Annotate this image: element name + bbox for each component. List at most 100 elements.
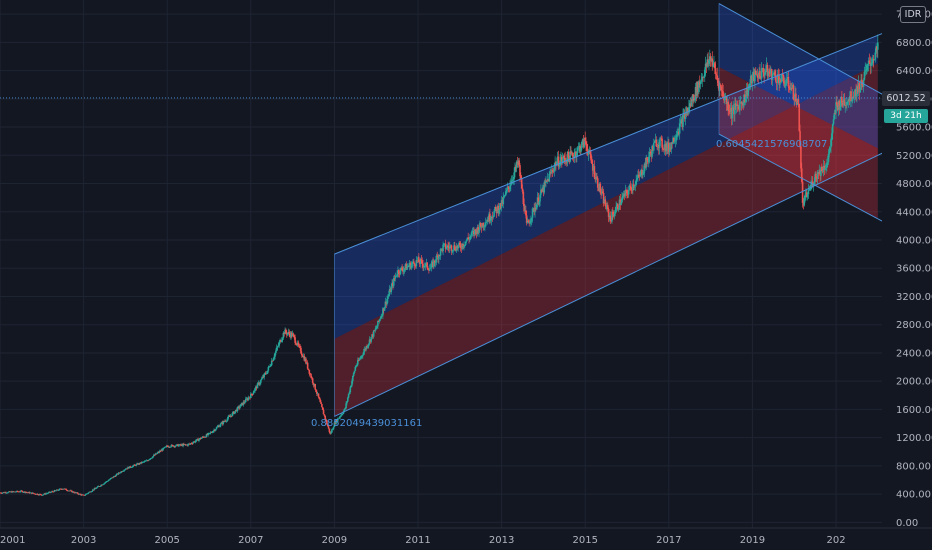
candle-body (821, 170, 824, 172)
candle-body (747, 87, 750, 96)
candle-body (316, 393, 319, 395)
candle-body (489, 213, 491, 221)
candle (273, 354, 276, 361)
candle-body (860, 79, 862, 89)
candle (214, 428, 217, 432)
candle-body (808, 189, 811, 191)
candle-body (157, 452, 159, 453)
candle (408, 260, 411, 271)
candle-body (177, 444, 179, 447)
candle (821, 166, 824, 174)
currency-badge[interactable]: IDR (900, 6, 926, 23)
candle (350, 385, 352, 388)
candle-body (158, 450, 161, 453)
candle (429, 263, 432, 269)
candle-body (337, 418, 340, 420)
candle-body (383, 307, 386, 311)
candle-body (562, 155, 565, 160)
candle (384, 297, 387, 309)
candle-body (384, 301, 387, 308)
candle (483, 224, 485, 230)
candle-body (834, 113, 836, 114)
candle-body (794, 93, 796, 100)
candle (7, 491, 10, 493)
candle (15, 490, 18, 493)
candle (367, 343, 370, 349)
candle-body (269, 366, 271, 368)
candle (551, 167, 554, 177)
candle-body (234, 411, 236, 414)
candle-body (411, 263, 413, 265)
candle (190, 442, 193, 445)
candle-body (550, 170, 553, 173)
candle (611, 209, 613, 224)
candle-body (117, 472, 120, 475)
candle-body (839, 105, 841, 110)
candle (392, 275, 395, 289)
candle (796, 98, 799, 106)
candle-body (836, 102, 838, 105)
candle (290, 331, 293, 339)
candle (193, 440, 196, 443)
candle (776, 69, 779, 91)
candle-body (703, 76, 705, 78)
candle (306, 362, 308, 365)
candle-body (706, 59, 709, 67)
candle (118, 472, 121, 474)
candle-body (775, 75, 777, 82)
candle-body (164, 446, 167, 448)
candle (275, 344, 278, 352)
candle-body (392, 282, 394, 286)
price-axis[interactable]: 0.00400.00800.001200.001600.002000.00240… (882, 0, 932, 550)
candle (533, 203, 536, 216)
candle-body (408, 262, 411, 267)
candle (402, 266, 404, 275)
candle (489, 208, 491, 225)
candle (20, 489, 22, 493)
time-axis[interactable]: 2001 2003 2005 2007 2009 2011 2013 2015 2017 2019… (0, 527, 932, 550)
candle-body (719, 84, 722, 87)
candle-body (73, 492, 76, 494)
candle-body (759, 77, 762, 79)
candle-body (366, 346, 368, 348)
candle-body (608, 215, 611, 218)
candle-body (763, 72, 765, 76)
candle-body (16, 490, 19, 492)
candle-body (331, 428, 334, 430)
candle-body (144, 460, 147, 462)
candle (832, 115, 835, 126)
candle (289, 331, 291, 339)
candle (283, 332, 286, 337)
candle-body (332, 427, 335, 429)
candle-body (848, 99, 851, 102)
candle (462, 243, 464, 250)
candle (54, 490, 56, 492)
candle (81, 493, 83, 496)
candle-body (726, 101, 729, 105)
candle (0, 492, 3, 494)
candle (792, 83, 795, 101)
y-tick-label-5: 2000.00 (896, 377, 932, 388)
candle-body (610, 219, 612, 222)
y-tick-label-13: 5200.00 (896, 151, 932, 162)
candle (837, 99, 840, 117)
candle-body (657, 144, 659, 147)
candle-body (694, 86, 697, 100)
candle (815, 176, 818, 183)
candle (164, 446, 167, 448)
candle-body (47, 492, 50, 494)
candle-body (372, 330, 375, 337)
candle (744, 91, 747, 106)
candle (130, 466, 133, 468)
candle (148, 458, 151, 461)
candle-body (795, 101, 798, 105)
candle (329, 431, 332, 435)
candle-body (230, 415, 233, 417)
candle-body (441, 248, 444, 252)
candle-body (208, 433, 210, 434)
candle (352, 371, 355, 377)
candle (828, 146, 831, 158)
candle-body (128, 466, 131, 469)
candle-body (107, 480, 110, 481)
